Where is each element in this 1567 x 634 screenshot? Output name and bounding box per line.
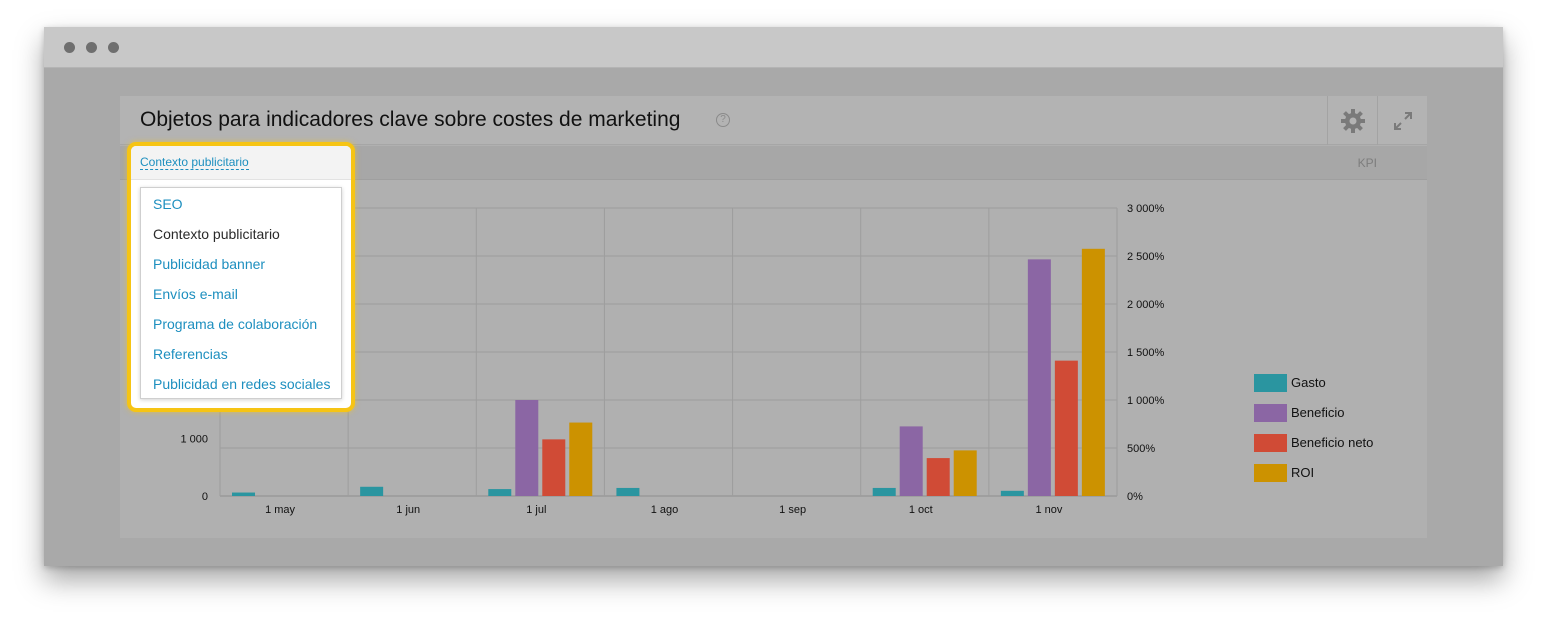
x-axis-tick-label: 1 sep (779, 504, 806, 516)
bar-gasto (360, 486, 384, 496)
x-axis-tick-label: 1 may (265, 504, 295, 516)
source-dropdown: Contexto publicitario SEO Contexto publi… (127, 142, 355, 412)
window-titlebar (44, 27, 1503, 68)
legend-label: ROI (1291, 465, 1315, 480)
left-axis-tick-label: 0 (202, 491, 208, 503)
right-axis-tick-label: 3 000% (1127, 203, 1165, 215)
menu-item-seo[interactable]: SEO (153, 196, 183, 212)
bar-beneficio (515, 400, 539, 496)
legend-label: Beneficio (1291, 405, 1345, 420)
window-maximize-dot[interactable] (108, 42, 119, 53)
legend-label: Gasto (1291, 375, 1326, 390)
bar-beneficio-neto (542, 439, 566, 496)
bar-gasto (488, 489, 512, 496)
x-axis-tick-label: 1 nov (1035, 504, 1062, 516)
bar-roi (569, 422, 593, 496)
panel-title: Objetos para indicadores clave sobre cos… (140, 108, 681, 131)
bar-beneficio (1027, 259, 1051, 496)
menu-item-programa-colaboracion[interactable]: Programa de colaboración (153, 316, 318, 332)
legend-swatch (1254, 464, 1287, 482)
bar-beneficio (899, 426, 923, 496)
x-axis-tick-label: 1 jun (396, 504, 420, 516)
x-axis-tick-label: 1 jul (526, 504, 546, 516)
bar-gasto (232, 492, 255, 496)
window-minimize-dot[interactable] (86, 42, 97, 53)
menu-item-contexto-publicitario[interactable]: Contexto publicitario (153, 226, 280, 242)
chart-bars (232, 248, 1105, 496)
bar-gasto (872, 487, 896, 496)
bar-beneficio-neto (1054, 360, 1078, 496)
left-axis-tick-label: 1 000 (180, 433, 208, 445)
window-close-dot[interactable] (64, 42, 75, 53)
settings-button[interactable] (1327, 96, 1377, 145)
browser-window: Objetos para indicadores clave sobre cos… (44, 27, 1503, 566)
kpi-label: KPI (1357, 156, 1377, 170)
bar-beneficio-neto (926, 458, 950, 496)
right-axis-tick-label: 2 000% (1127, 299, 1165, 311)
menu-item-envios-email[interactable]: Envíos e-mail (153, 286, 238, 302)
legend-swatch (1254, 404, 1287, 422)
chart-grid (219, 207, 1118, 497)
panel-header: Objetos para indicadores clave sobre cos… (120, 96, 1427, 145)
menu-item-publicidad-banner[interactable]: Publicidad banner (153, 256, 266, 272)
bar-roi (953, 450, 977, 496)
question-circle-icon[interactable]: ? (716, 113, 730, 127)
expand-icon (1393, 111, 1412, 130)
x-axis-tick-label: 1 ago (651, 504, 679, 516)
right-axis-tick-label: 500% (1127, 443, 1155, 455)
bar-gasto (1000, 490, 1024, 496)
x-axis-tick-label: 1 oct (909, 504, 933, 516)
right-axis-tick-label: 2 500% (1127, 251, 1165, 263)
bar-roi (1081, 248, 1105, 496)
legend-swatch (1254, 434, 1287, 452)
bar-gasto (616, 487, 640, 496)
menu-item-publicidad-redes-sociales[interactable]: Publicidad en redes sociales (153, 376, 331, 392)
dropdown-selected-value[interactable]: Contexto publicitario (140, 155, 249, 170)
bar-chart: 0% 500% 1 000% 1 500% 2 000% 2 500% 3 000% 0 1 0… (180, 203, 1164, 516)
right-axis-tick-label: 0% (1127, 491, 1143, 503)
dropdown-menu: SEO Contexto publicitario Publicidad ban… (140, 187, 342, 399)
right-axis-tick-label: 1 500% (1127, 347, 1165, 359)
dropdown-header: Contexto publicitario (131, 146, 351, 180)
menu-item-referencias[interactable]: Referencias (153, 346, 228, 362)
gear-icon (1340, 108, 1365, 133)
legend-swatch (1254, 374, 1287, 392)
legend-label: Beneficio neto (1291, 435, 1374, 450)
expand-button[interactable] (1377, 96, 1427, 145)
right-axis-tick-label: 1 000% (1127, 395, 1165, 407)
chart-ticks: 0% 500% 1 000% 1 500% 2 000% 2 500% 3 000% 0 1 0… (180, 203, 1164, 516)
